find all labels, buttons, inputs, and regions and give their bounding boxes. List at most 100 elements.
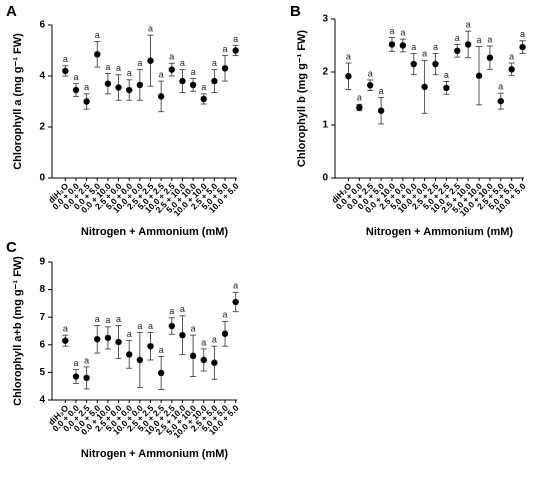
data-point xyxy=(211,359,218,366)
significance-letter: a xyxy=(223,310,228,320)
significance-letter: a xyxy=(201,337,206,347)
y-tick-label: 8 xyxy=(39,284,45,295)
data-point xyxy=(367,82,374,89)
data-point xyxy=(94,336,101,343)
data-point xyxy=(179,331,186,339)
x-axis-title: Nitrogen + Ammonium (mM) xyxy=(81,448,229,460)
y-tick-label: 6 xyxy=(39,339,45,350)
data-point xyxy=(126,351,133,358)
data-point xyxy=(136,356,144,364)
significance-letter: a xyxy=(159,345,164,355)
data-point xyxy=(497,97,504,105)
significance-letter: a xyxy=(201,82,206,92)
data-point xyxy=(115,338,122,346)
significance-letter: a xyxy=(477,35,482,45)
data-point xyxy=(211,77,218,85)
data-point xyxy=(157,369,165,377)
x-axis-title: Nitrogen + Ammonium (mM) xyxy=(81,226,229,238)
significance-letter: a xyxy=(148,321,153,331)
data-point xyxy=(200,356,207,364)
significance-letter: a xyxy=(73,358,78,368)
data-point xyxy=(200,95,207,103)
y-tick-label: 7 xyxy=(39,312,45,323)
y-tick-label: 4 xyxy=(39,71,45,82)
y-tick-label: 5 xyxy=(39,367,45,378)
data-point xyxy=(232,298,239,306)
significance-letter: a xyxy=(169,52,174,62)
significance-letter: a xyxy=(233,281,238,291)
data-point xyxy=(136,81,144,89)
significance-letter: a xyxy=(137,321,142,331)
y-axis-title: Chlorophyll a+b (mg g⁻¹ FW) xyxy=(12,256,24,406)
significance-letter: a xyxy=(180,304,185,314)
data-point xyxy=(115,84,122,91)
significance-letter: a xyxy=(466,20,471,30)
data-point xyxy=(83,98,90,105)
data-point xyxy=(104,80,112,87)
significance-letter: a xyxy=(84,355,89,365)
significance-letter: a xyxy=(95,314,100,324)
y-tick-label: 9 xyxy=(39,257,45,268)
data-point xyxy=(232,47,239,54)
significance-letter: a xyxy=(105,62,110,72)
significance-letter: a xyxy=(148,24,153,34)
significance-letter: a xyxy=(127,68,132,78)
data-point xyxy=(104,334,112,342)
significance-letter: a xyxy=(159,69,164,79)
data-point xyxy=(62,67,69,75)
data-point xyxy=(72,86,80,94)
significance-letter: a xyxy=(63,54,68,64)
panel-label: B xyxy=(290,3,301,20)
data-point xyxy=(147,57,154,64)
data-point xyxy=(388,41,396,48)
significance-letter: a xyxy=(212,58,217,68)
significance-letter: a xyxy=(137,58,142,68)
significance-letter: a xyxy=(180,58,185,68)
significance-letter: a xyxy=(433,42,438,52)
data-point xyxy=(221,330,229,337)
panel-label: A xyxy=(6,3,17,20)
significance-letter: a xyxy=(357,93,362,103)
significance-letter: a xyxy=(346,51,351,61)
significance-letter: a xyxy=(116,63,121,73)
significance-letter: a xyxy=(389,26,394,36)
data-point xyxy=(454,47,461,54)
data-point xyxy=(519,43,526,51)
panel-label: C xyxy=(6,239,17,256)
significance-letter: a xyxy=(84,82,89,92)
data-point xyxy=(410,60,417,68)
significance-letter: a xyxy=(127,329,132,339)
y-axis-title: Chlorophyll b (mg g⁻¹ FW) xyxy=(296,30,308,168)
data-point xyxy=(486,54,494,61)
data-point xyxy=(83,374,90,382)
significance-letter: a xyxy=(95,30,100,40)
data-point xyxy=(157,93,165,100)
data-point xyxy=(345,73,352,80)
significance-letter: a xyxy=(105,315,110,325)
significance-letter: a xyxy=(368,68,373,78)
data-point xyxy=(189,81,197,89)
data-point xyxy=(443,84,450,92)
significance-letter: a xyxy=(233,34,238,44)
significance-letter: a xyxy=(444,70,449,80)
significance-letter: a xyxy=(400,28,405,38)
data-point xyxy=(62,337,69,344)
significance-letter: a xyxy=(509,51,514,61)
y-tick-label: 0 xyxy=(322,173,328,184)
data-point xyxy=(399,42,407,49)
significance-letter: a xyxy=(212,335,217,345)
data-point xyxy=(421,83,428,91)
y-tick-label: 3 xyxy=(322,14,328,25)
y-tick-label: 0 xyxy=(39,173,45,184)
significance-letter: a xyxy=(191,324,196,334)
y-tick-label: 2 xyxy=(322,67,328,78)
significance-letter: a xyxy=(223,44,228,54)
y-tick-label: 1 xyxy=(322,120,328,131)
y-tick-label: 4 xyxy=(39,395,45,406)
y-tick-label: 6 xyxy=(39,20,45,31)
data-point xyxy=(356,104,363,111)
data-point xyxy=(189,352,197,360)
significance-letter: a xyxy=(116,314,121,324)
data-point xyxy=(475,72,483,79)
